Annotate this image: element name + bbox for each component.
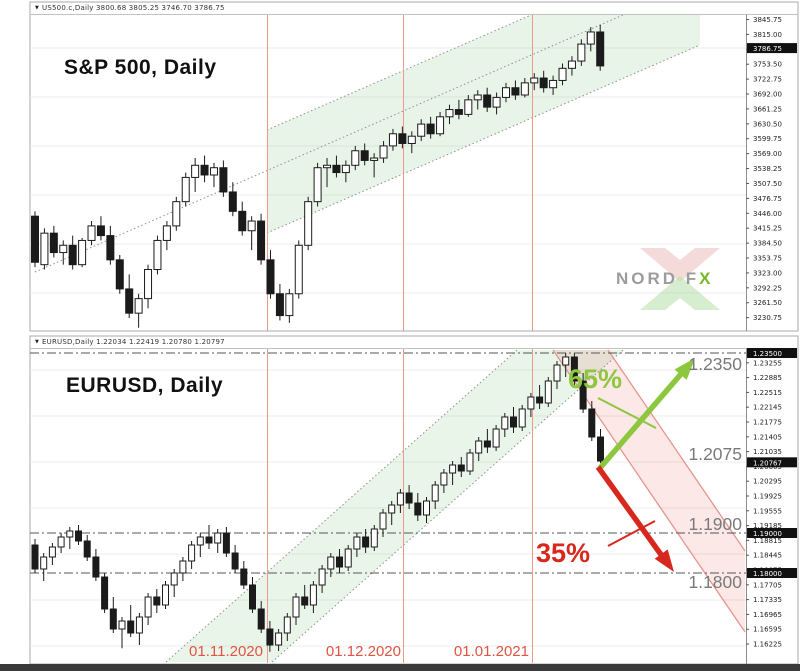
svg-text:1.16225: 1.16225 bbox=[753, 641, 782, 649]
svg-text:1.18000: 1.18000 bbox=[753, 570, 782, 578]
svg-text:3815.00: 3815.00 bbox=[753, 31, 782, 39]
nordfx-logo: NORD FX bbox=[610, 246, 750, 312]
level-label-12075: 1.2075 bbox=[688, 444, 742, 464]
svg-text:3323.00: 3323.00 bbox=[753, 269, 782, 277]
svg-text:3292.25: 3292.25 bbox=[753, 284, 782, 292]
date-label-jan: 01.01.2021 bbox=[453, 643, 529, 660]
bearish-scenario-arrow bbox=[595, 465, 674, 572]
bottom-window-edge bbox=[0, 664, 800, 671]
dropdown-marker-icon: ▼ bbox=[35, 5, 40, 11]
svg-text:1.17705: 1.17705 bbox=[753, 581, 782, 589]
nordfx-wordmark: NORD FX bbox=[616, 269, 714, 288]
sp500-daily-price-tag bbox=[747, 43, 797, 54]
svg-text:1.21035: 1.21035 bbox=[753, 448, 782, 456]
svg-text:1.17335: 1.17335 bbox=[753, 596, 782, 604]
eurusd-daily-price-tag bbox=[747, 568, 797, 578]
svg-text:3538.25: 3538.25 bbox=[753, 165, 782, 173]
bullish-scenario-arrow bbox=[597, 358, 695, 470]
panel-frame-0 bbox=[29, 1, 799, 332]
svg-text:3476.75: 3476.75 bbox=[753, 195, 782, 203]
eurusd-titlebar-text: EURUSD,Daily 1.22034 1.22419 1.20780 1.2… bbox=[42, 338, 225, 346]
sp500-daily-candles bbox=[31, 24, 605, 328]
sp500-chart-title: S&P 500, Daily bbox=[64, 56, 217, 79]
svg-text:3446.00: 3446.00 bbox=[753, 210, 782, 218]
eurusd-daily-chart: 1.23255 1.22885 1.22515 1.22145 1.21775 1.214… bbox=[30, 348, 797, 663]
svg-text:1.23500: 1.23500 bbox=[753, 350, 782, 358]
eurusd-daily-price-tag bbox=[747, 348, 797, 358]
nordfx-x-watermark bbox=[640, 248, 720, 310]
svg-text:3230.75: 3230.75 bbox=[753, 314, 782, 322]
sp500-daily-price-axis[interactable]: 3845.753815.003784.253753.503722.753692.… bbox=[746, 16, 797, 322]
svg-text:3786.75: 3786.75 bbox=[753, 45, 782, 53]
svg-text:3753.50: 3753.50 bbox=[753, 61, 782, 69]
level-label-11800: 1.1800 bbox=[688, 572, 742, 592]
sp500-titlebar[interactable]: ▼ US500.c,Daily 3800.68 3805.25 3746.70 3… bbox=[35, 4, 225, 12]
level-label-11900: 1.1900 bbox=[688, 514, 742, 534]
svg-text:1.19000: 1.19000 bbox=[753, 530, 782, 538]
svg-text:3569.00: 3569.00 bbox=[753, 150, 782, 158]
svg-text:1.18445: 1.18445 bbox=[753, 552, 782, 560]
svg-text:3692.00: 3692.00 bbox=[753, 91, 782, 99]
svg-text:3722.75: 3722.75 bbox=[753, 76, 782, 84]
svg-text:3599.75: 3599.75 bbox=[753, 135, 782, 143]
dropdown-marker-icon: ▼ bbox=[35, 339, 40, 345]
sp500-daily-chart: 3845.753815.003784.253753.503722.753692.… bbox=[30, 14, 797, 331]
svg-text:3261.50: 3261.50 bbox=[753, 299, 782, 307]
svg-text:1.19555: 1.19555 bbox=[753, 507, 782, 515]
svg-text:3845.75: 3845.75 bbox=[753, 16, 782, 24]
eurusd-daily-candles bbox=[31, 353, 604, 652]
svg-text:1.20767: 1.20767 bbox=[753, 459, 782, 467]
svg-text:1.20295: 1.20295 bbox=[753, 478, 782, 486]
eurusd-daily-price-axis[interactable]: 1.23255 1.22885 1.22515 1.22145 1.21775 1.214… bbox=[746, 348, 797, 649]
svg-text:3353.75: 3353.75 bbox=[753, 255, 782, 263]
svg-text:1.16965: 1.16965 bbox=[753, 611, 782, 619]
svg-text:3507.50: 3507.50 bbox=[753, 180, 782, 188]
level-label-12350: 1.2350 bbox=[688, 354, 742, 374]
svg-text:1.22145: 1.22145 bbox=[753, 404, 782, 412]
svg-text:1.16595: 1.16595 bbox=[753, 626, 782, 634]
svg-text:1.18815: 1.18815 bbox=[753, 537, 782, 545]
sp500-daily-channel-fill bbox=[267, 15, 700, 233]
svg-text:1.22885: 1.22885 bbox=[753, 374, 782, 382]
eurusd-daily-price-tag bbox=[747, 528, 797, 538]
svg-text:1.22515: 1.22515 bbox=[753, 389, 782, 397]
svg-text:1.19925: 1.19925 bbox=[753, 493, 782, 501]
svg-text:1.23255: 1.23255 bbox=[753, 359, 782, 367]
date-label-nov: 01.11.2020 bbox=[189, 643, 263, 660]
svg-text:1.21405: 1.21405 bbox=[753, 433, 782, 441]
bullish-probability-label: 65% bbox=[568, 364, 623, 394]
svg-text:1.19185: 1.19185 bbox=[753, 522, 782, 530]
eurusd-titlebar[interactable]: ▼ EURUSD,Daily 1.22034 1.22419 1.20780 1.… bbox=[35, 338, 225, 346]
svg-text:3384.50: 3384.50 bbox=[753, 240, 782, 248]
eurusd-daily-price-tag bbox=[747, 457, 797, 468]
svg-text:3415.25: 3415.25 bbox=[753, 225, 782, 233]
nordfx-x-letter: X bbox=[699, 269, 714, 288]
date-label-dec: 01.12.2020 bbox=[325, 643, 401, 660]
bearish-probability-label: 35% bbox=[536, 538, 591, 568]
svg-text:3661.25: 3661.25 bbox=[753, 105, 782, 113]
sp500-titlebar-text: US500.c,Daily 3800.68 3805.25 3746.70 37… bbox=[42, 4, 225, 12]
svg-text:1.21775: 1.21775 bbox=[753, 419, 782, 427]
eurusd-chart-title: EURUSD, Daily bbox=[66, 374, 224, 397]
svg-text:3630.50: 3630.50 bbox=[753, 120, 782, 128]
